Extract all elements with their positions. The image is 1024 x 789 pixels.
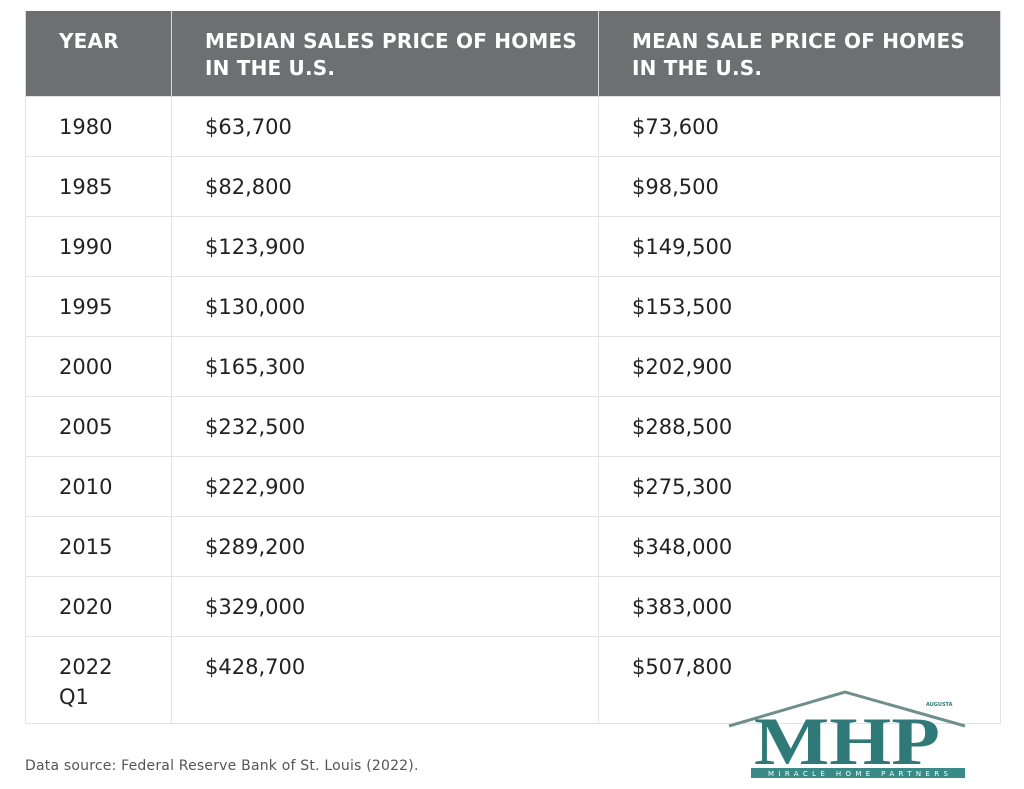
header-mean-price: MEAN SALE PRICE OF HOMES IN THE U.S. [598,11,1001,97]
cell-year: 2010 [25,456,172,517]
cell-mean-price: $73,600 [598,96,1001,157]
table-row: 2022 Q1 $428,700 $507,800 [25,636,1001,724]
cell-year: 1980 [25,96,172,157]
cell-year: 1995 [25,276,172,337]
cell-mean-price: $153,500 [598,276,1001,337]
cell-median-price: $123,900 [171,216,599,277]
cell-year: 2020 [25,576,172,637]
header-row: YEAR MEDIAN SALES PRICE OF HOMES IN THE … [25,11,1001,97]
table-row: 2005 $232,500 $288,500 [25,396,1001,457]
cell-mean-price: $202,900 [598,336,1001,397]
table-row: 2000 $165,300 $202,900 [25,336,1001,397]
cell-mean-price: $275,300 [598,456,1001,517]
table-row: 1995 $130,000 $153,500 [25,276,1001,337]
cell-median-price: $232,500 [171,396,599,457]
table-row: 2020 $329,000 $383,000 [25,576,1001,637]
cell-year: 2022 Q1 [25,636,172,724]
home-price-table: YEAR MEDIAN SALES PRICE OF HOMES IN THE … [25,11,1001,724]
logo-roof [728,690,966,728]
table-row: 1990 $123,900 $149,500 [25,216,1001,277]
cell-mean-price: $98,500 [598,156,1001,217]
cell-year: 2000 [25,336,172,397]
cell-median-price: $165,300 [171,336,599,397]
cell-mean-price: $348,000 [598,516,1001,577]
table-body: 1980 $63,700 $73,600 1985 $82,800 $98,500 1990… [25,96,1001,724]
table-row: 2015 $289,200 $348,000 [25,516,1001,577]
cell-median-price: $130,000 [171,276,599,337]
cell-median-price: $63,700 [171,96,599,157]
cell-year: 2015 [25,516,172,577]
cell-mean-price: $149,500 [598,216,1001,277]
cell-mean-price: $383,000 [598,576,1001,637]
cell-year: 2005 [25,396,172,457]
cell-year: 1990 [25,216,172,277]
logo-tagline-band [751,768,965,778]
table-row: 2010 $222,900 $275,300 [25,456,1001,517]
cell-mean-price: $288,500 [598,396,1001,457]
cell-median-price: $428,700 [171,636,599,724]
cell-mean-price: $507,800 [598,636,1001,724]
header-median-price: MEDIAN SALES PRICE OF HOMES IN THE U.S. [171,11,599,97]
table-row: 1980 $63,700 $73,600 [25,96,1001,157]
cell-median-price: $222,900 [171,456,599,517]
table-header: YEAR MEDIAN SALES PRICE OF HOMES IN THE … [25,11,1001,97]
data-source-note: Data source: Federal Reserve Bank of St.… [25,758,419,774]
logo-letters: MHP [754,703,940,779]
header-year: YEAR [25,11,172,97]
cell-median-price: $329,000 [171,576,599,637]
cell-year: 1985 [25,156,172,217]
table-row: 1985 $82,800 $98,500 [25,156,1001,217]
price-table-container: YEAR MEDIAN SALES PRICE OF HOMES IN THE … [25,11,1001,724]
cell-median-price: $289,200 [171,516,599,577]
logo-tagline: MIRACLE HOME PARTNERS [768,770,949,778]
cell-median-price: $82,800 [171,156,599,217]
mhp-logo: MHP AUGUSTA MIRACLE HOME PARTNERS [728,690,966,779]
logo-small-text: AUGUSTA [926,702,953,708]
